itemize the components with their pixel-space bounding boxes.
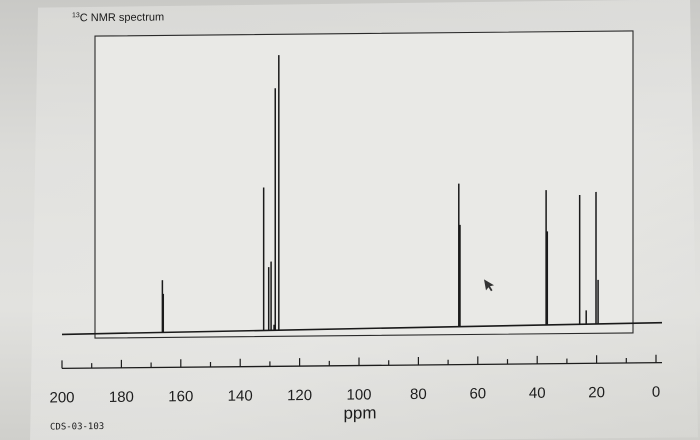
tick-label-60: 60 — [469, 385, 486, 402]
plot-frame — [94, 30, 634, 339]
tick-label-140: 140 — [228, 388, 253, 405]
cursor-arrow-icon — [484, 279, 494, 292]
tick-label-120: 120 — [287, 387, 312, 404]
sample-code: CDS-03-103 — [50, 422, 104, 433]
spectrum-baseline — [61, 321, 663, 336]
spectrum-series — [61, 55, 663, 336]
tick-label-20: 20 — [588, 384, 605, 401]
tick-label-160: 160 — [168, 388, 193, 405]
x-axis-ticks — [61, 354, 657, 369]
tick-label-0: 0 — [652, 384, 660, 401]
tick-label-80: 80 — [410, 386, 427, 403]
chart-title: 13C NMR spectrum — [72, 11, 164, 24]
x-axis-line — [62, 361, 662, 370]
tick-label-100: 100 — [346, 386, 371, 403]
x-axis-title: ppm — [343, 403, 376, 422]
tick-label-200: 200 — [49, 389, 74, 406]
tick-label-180: 180 — [109, 389, 134, 406]
chart-title-text: C NMR spectrum — [80, 11, 164, 24]
x-axis-tick-labels: 200 180 160 140 120 100 80 60 40 20 0 — [49, 384, 660, 407]
tick-label-40: 40 — [529, 385, 546, 402]
chart-title-superscript: 13 — [72, 12, 80, 19]
